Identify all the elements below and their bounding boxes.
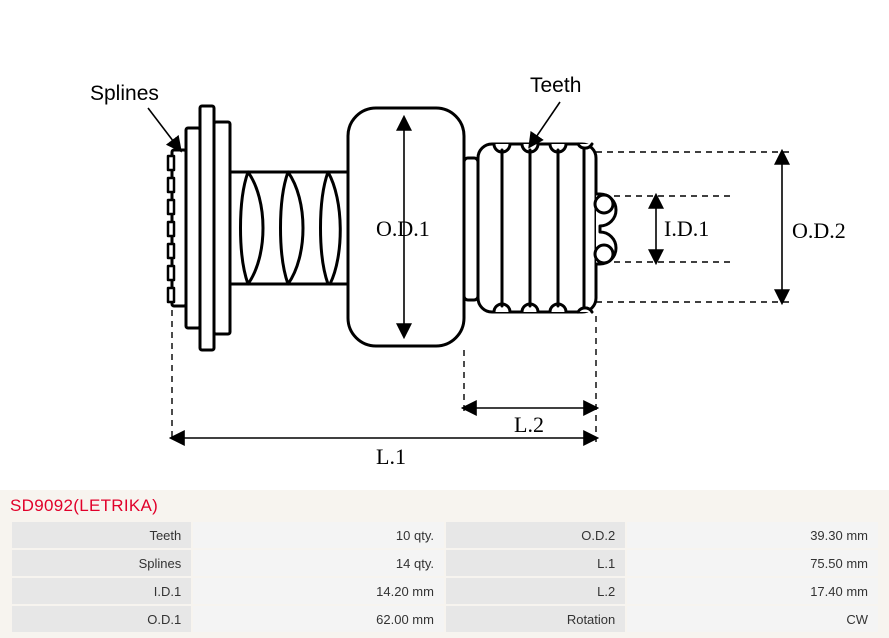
spec-value: 62.00 mm — [193, 606, 444, 632]
spec-table-body: Teeth 10 qty. O.D.2 39.30 mm Splines 14 … — [12, 522, 878, 632]
product-title: SD9092(LETRIKA) — [10, 496, 158, 515]
part-diagram-svg: Splines Teeth O.D.1 I.D.1 O.D.2 L.2 L.1 — [0, 0, 889, 490]
table-row: I.D.1 14.20 mm L.2 17.40 mm — [12, 578, 878, 604]
spec-value: 75.50 mm — [627, 550, 878, 576]
label-id1: I.D.1 — [664, 216, 709, 241]
spec-label: L.2 — [446, 578, 625, 604]
spec-label: Splines — [12, 550, 191, 576]
spec-value: 14 qty. — [193, 550, 444, 576]
table-row: Teeth 10 qty. O.D.2 39.30 mm — [12, 522, 878, 548]
spec-table: Teeth 10 qty. O.D.2 39.30 mm Splines 14 … — [10, 520, 880, 634]
title-row: SD9092(LETRIKA) — [0, 490, 889, 520]
spec-value: 39.30 mm — [627, 522, 878, 548]
spec-label: O.D.1 — [12, 606, 191, 632]
label-od1: O.D.1 — [376, 216, 430, 241]
table-row: Splines 14 qty. L.1 75.50 mm — [12, 550, 878, 576]
label-splines: Splines — [90, 82, 159, 105]
spec-value: 17.40 mm — [627, 578, 878, 604]
diagram-area: Splines Teeth O.D.1 I.D.1 O.D.2 L.2 L.1 — [0, 0, 889, 490]
label-l1: L.1 — [376, 444, 406, 469]
spec-label: I.D.1 — [12, 578, 191, 604]
label-teeth: Teeth — [530, 74, 581, 97]
spec-label: O.D.2 — [446, 522, 625, 548]
spec-value: 10 qty. — [193, 522, 444, 548]
table-row: O.D.1 62.00 mm Rotation CW — [12, 606, 878, 632]
spec-label: Rotation — [446, 606, 625, 632]
spec-label: Teeth — [12, 522, 191, 548]
spec-label: L.1 — [446, 550, 625, 576]
label-l2: L.2 — [514, 412, 544, 437]
label-od2: O.D.2 — [792, 218, 846, 243]
spec-value: 14.20 mm — [193, 578, 444, 604]
spec-value: CW — [627, 606, 878, 632]
